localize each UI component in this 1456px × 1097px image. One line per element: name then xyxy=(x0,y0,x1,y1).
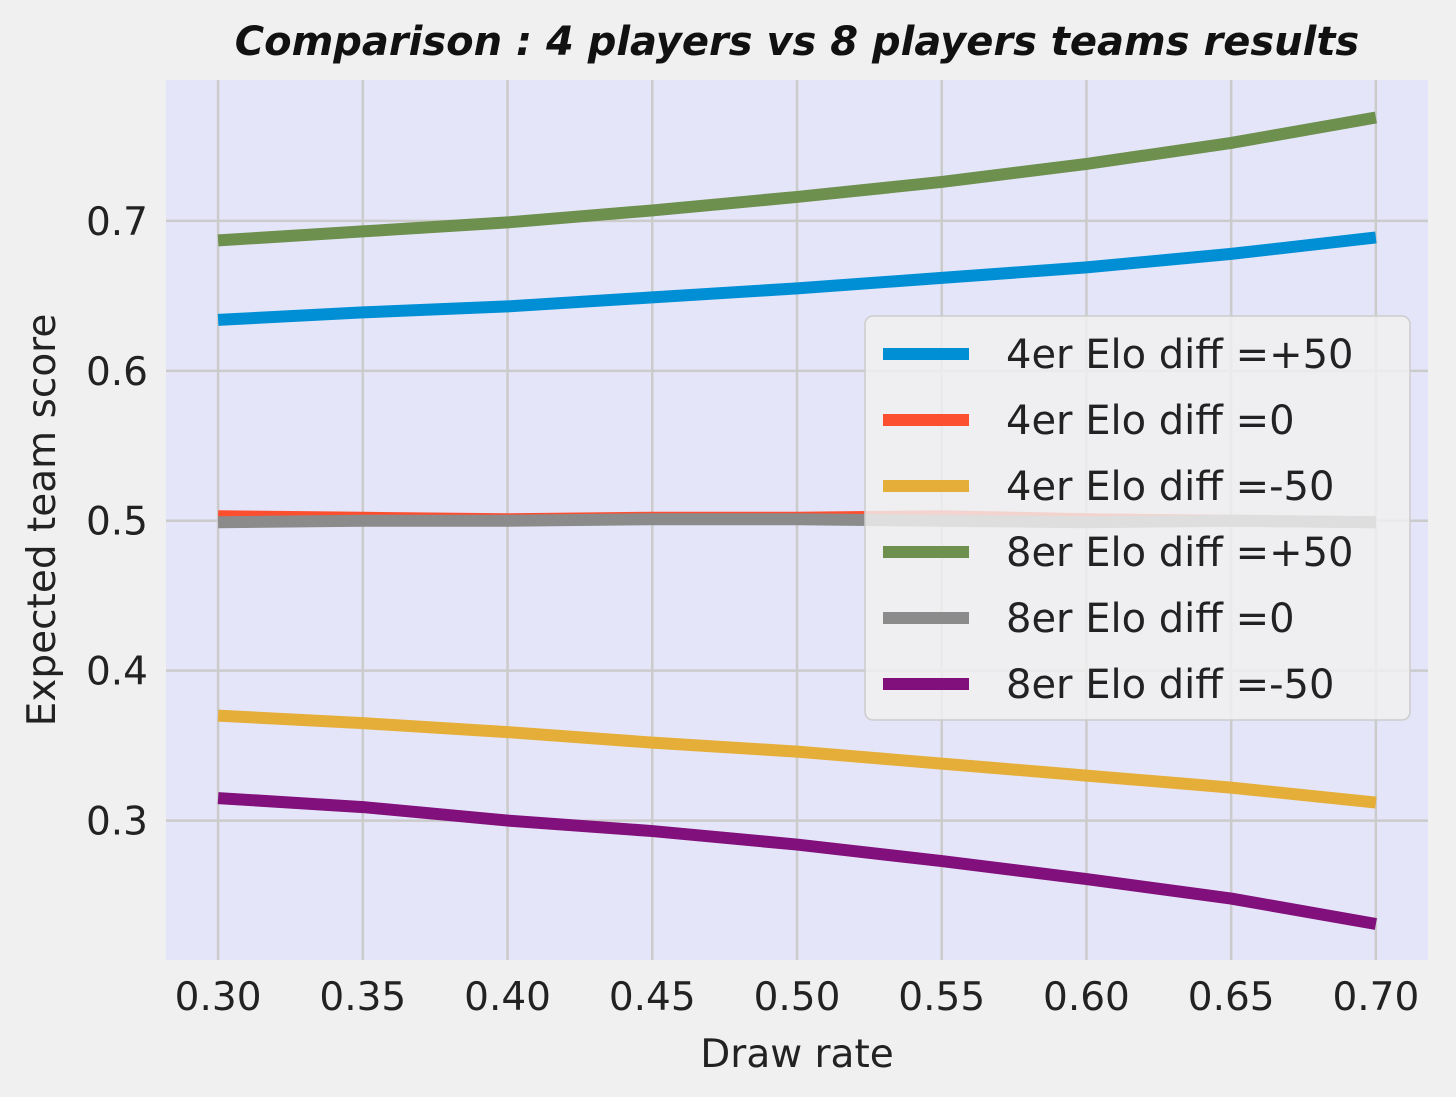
x-axis-label: Draw rate xyxy=(700,1032,893,1077)
legend-box xyxy=(864,315,1411,721)
y-tick-label: 0.4 xyxy=(86,650,148,695)
y-tick-label: 0.6 xyxy=(86,350,148,395)
x-tick-label: 0.50 xyxy=(754,975,841,1020)
x-tick-label: 0.35 xyxy=(319,975,406,1020)
x-tick-label: 0.30 xyxy=(175,975,262,1020)
series-line-3 xyxy=(217,709,1377,809)
series-line-6 xyxy=(217,792,1377,930)
legend-label: 8er Elo diff =0 xyxy=(1006,596,1295,642)
y-tick-label: 0.3 xyxy=(86,800,148,845)
legend-label: 8er Elo diff =+50 xyxy=(1006,530,1354,576)
legend-label: 4er Elo diff =-50 xyxy=(1006,464,1334,510)
series-lines xyxy=(217,111,1377,930)
legend-label: 8er Elo diff =-50 xyxy=(1006,662,1334,708)
x-axis-ticks: 0.30 0.35 0.40 0.45 0.50 0.55 0.60 0.65 0.70 xyxy=(175,975,1420,1020)
y-axis-ticks: 0.3 0.4 0.5 0.6 0.7 xyxy=(86,200,148,845)
x-tick-label: 0.65 xyxy=(1188,975,1275,1020)
legend-label: 4er Elo diff =0 xyxy=(1006,398,1295,444)
y-tick-label: 0.7 xyxy=(86,200,148,245)
x-tick-label: 0.45 xyxy=(609,975,696,1020)
chart-title: Comparison : 4 players vs 8 players team… xyxy=(235,19,1360,65)
series-line-4 xyxy=(217,111,1377,247)
x-tick-label: 0.55 xyxy=(898,975,985,1020)
x-tick-label: 0.40 xyxy=(464,975,551,1020)
legend-label: 4er Elo diff =+50 xyxy=(1006,332,1354,378)
x-tick-label: 0.70 xyxy=(1332,975,1419,1020)
y-tick-label: 0.5 xyxy=(86,500,148,545)
y-axis-label: Expected team score xyxy=(20,314,65,727)
series-line-1 xyxy=(217,231,1377,326)
x-tick-label: 0.60 xyxy=(1043,975,1130,1020)
legend: 4er Elo diff =+50 4er Elo diff =0 4er Elo … xyxy=(864,315,1411,721)
